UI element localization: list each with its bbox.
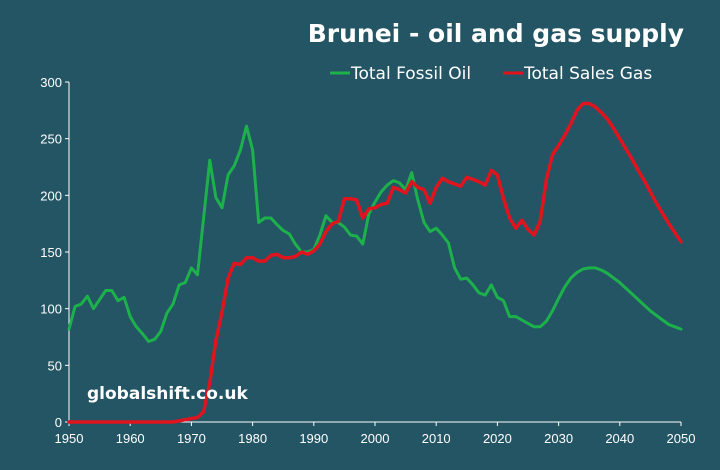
legend-label-total-sales-gas: Total Sales Gas	[523, 64, 652, 84]
legend: Total Fossil Oil Total Sales Gas	[330, 64, 652, 84]
y-tick-label: 200	[40, 188, 62, 203]
legend-label-total-fossil-oil: Total Fossil Oil	[350, 64, 471, 84]
x-tick-label: 1960	[116, 431, 145, 446]
y-tick-label: 100	[40, 302, 62, 317]
x-tick-label: 2020	[483, 431, 512, 446]
axes: 0 50 100 150 200 250 300 1950 1960 1970 1980 1990 2…	[40, 75, 695, 446]
watermark: globalshift.co.uk	[87, 384, 248, 404]
y-tick-label: 50	[48, 358, 62, 373]
x-tick-label: 2040	[605, 431, 634, 446]
x-axis-ticks: 1950 1960 1970 1980 1990 2000 2010 2020 2030 2040…	[55, 422, 696, 446]
y-axis-ticks: 0 50 100 150 200 250 300	[40, 75, 69, 430]
chart-title: Brunei - oil and gas supply	[308, 19, 684, 48]
x-tick-label: 2050	[667, 431, 696, 446]
x-tick-label: 2010	[422, 431, 451, 446]
series-line-total-sales-gas	[67, 101, 683, 424]
y-tick-label: 150	[40, 245, 62, 260]
y-tick-label: 250	[40, 132, 62, 147]
y-tick-label: 0	[55, 415, 62, 430]
series-lines	[67, 101, 683, 424]
x-tick-label: 1980	[238, 431, 267, 446]
x-tick-label: 1950	[55, 431, 84, 446]
y-tick-label: 300	[40, 75, 62, 90]
series-line-total-fossil-oil	[67, 124, 683, 343]
x-tick-label: 2030	[544, 431, 573, 446]
x-tick-label: 1970	[177, 431, 206, 446]
x-tick-label: 2000	[361, 431, 390, 446]
x-tick-label: 1990	[299, 431, 328, 446]
